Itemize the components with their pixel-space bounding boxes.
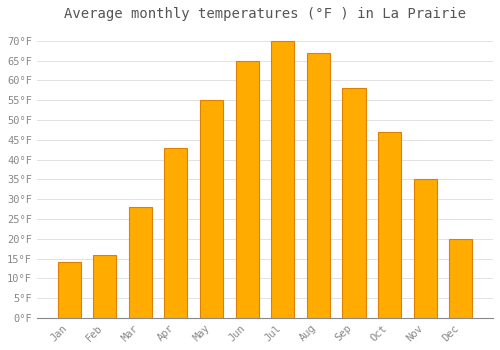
Bar xyxy=(58,262,80,318)
Bar xyxy=(128,207,152,318)
Bar xyxy=(271,41,294,318)
Bar xyxy=(93,254,116,318)
Bar xyxy=(307,53,330,318)
Bar xyxy=(378,132,401,318)
Bar xyxy=(236,61,258,318)
Title: Average monthly temperatures (°F ) in La Prairie: Average monthly temperatures (°F ) in La… xyxy=(64,7,466,21)
Bar xyxy=(449,239,472,318)
Bar xyxy=(342,89,365,318)
Bar xyxy=(414,180,436,318)
Bar xyxy=(164,148,188,318)
Bar xyxy=(200,100,223,318)
